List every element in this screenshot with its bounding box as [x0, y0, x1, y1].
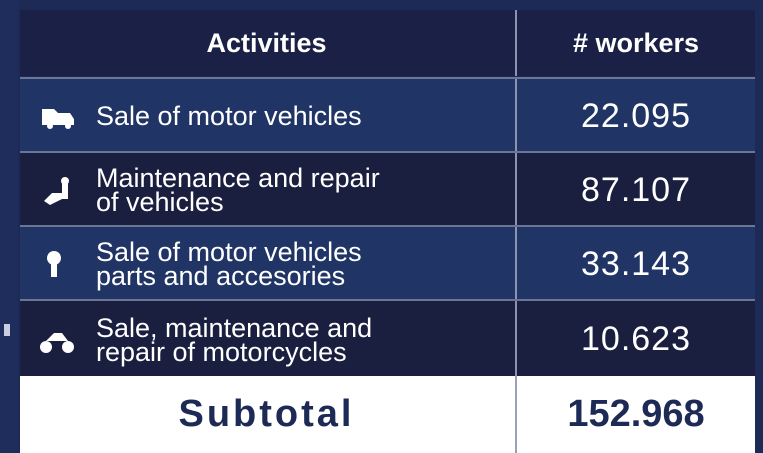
header-row: Activities # workers: [20, 10, 755, 76]
activity-text: Maintenance and repair of vehicles: [96, 163, 380, 217]
car-icon: [42, 109, 74, 129]
activity-text: Sale of motor vehicles parts and accesori…: [96, 237, 362, 291]
label-line: Maintenance and repair: [96, 163, 380, 193]
activity: Sale, maintenance and repair of motorcycl…: [20, 301, 513, 378]
header-cell: Activities: [206, 27, 327, 58]
subtotal-value: 152.968: [515, 376, 755, 453]
repair-icon: [44, 177, 69, 205]
workers: 87.107: [515, 153, 755, 227]
workers: 22.095: [515, 79, 755, 153]
label-line: of vehicles: [96, 187, 224, 217]
table-row: Sale of motor vehicles 22.095: [20, 77, 755, 153]
activity: Sale of motor vehicles parts and accesori…: [20, 227, 513, 301]
table-row: Maintenance and repair of vehicles 87.107: [20, 151, 755, 227]
header-cell: # workers: [515, 10, 755, 76]
table-row: Sale, maintenance and repair of motorcycl…: [20, 299, 755, 378]
label-line: Sale of motor vehicles: [96, 237, 362, 267]
edge-mark: [4, 324, 10, 336]
subtotal-row: Subtotal 152.968: [20, 376, 755, 453]
activity: Maintenance and repair of vehicles: [20, 153, 513, 227]
workers: 10.623: [515, 301, 755, 378]
workers: 33.143: [515, 227, 755, 301]
label-line: Sale, maintenance and: [96, 312, 373, 343]
label-line: Sale of motor vehicles: [96, 101, 362, 131]
activity-text: Sale of motor vehicles: [96, 101, 362, 131]
left-strip: [0, 0, 18, 453]
motorcycle-icon: [40, 332, 74, 353]
activity-text: Sale, maintenance and repair of motorcycl…: [96, 312, 373, 367]
subtotal-label: Subtotal: [178, 393, 355, 435]
label-line: parts and accesories: [96, 261, 346, 291]
table-row: Sale of motor vehicles parts and accesori…: [20, 225, 755, 301]
label-line: repair of motorcycles: [96, 336, 347, 367]
parts-icon: [47, 251, 61, 277]
activity: Sale of motor vehicles: [20, 79, 513, 153]
